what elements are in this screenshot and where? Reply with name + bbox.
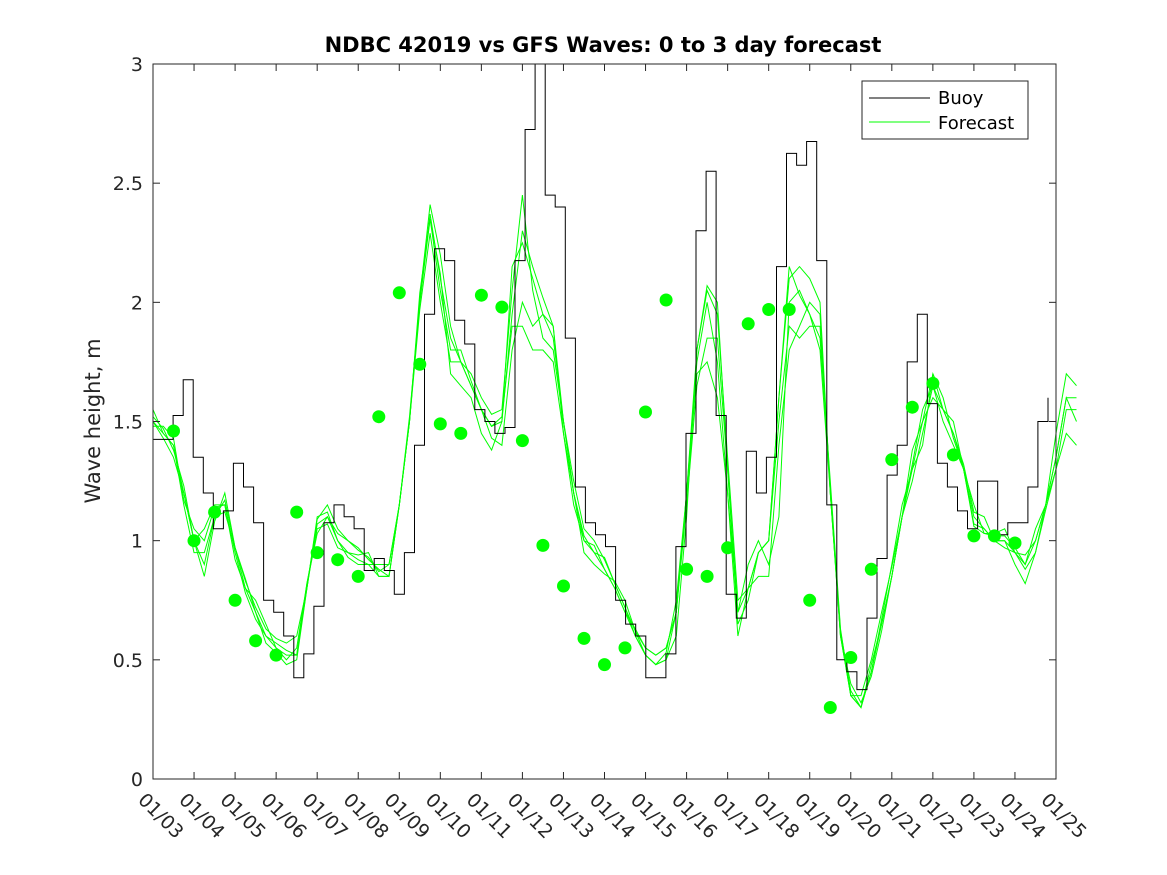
legend: Buoy Forecast	[861, 80, 1029, 140]
forecast-point	[680, 562, 694, 576]
forecast-point	[331, 553, 345, 567]
forecast-point	[495, 300, 509, 314]
forecast-point	[885, 453, 899, 467]
forecast-point	[167, 424, 180, 438]
forecast-point	[557, 579, 570, 593]
y-tick-label: 2.5	[113, 173, 143, 195]
forecast-point	[269, 648, 283, 662]
legend-forecast-label: Forecast	[938, 113, 1014, 134]
forecast-point	[987, 529, 1001, 543]
forecast-point	[208, 505, 222, 519]
forecast-point	[844, 651, 858, 664]
forecast-point	[659, 293, 673, 307]
y-tick-label: 1.5	[113, 412, 143, 434]
forecast-line	[152, 218, 1077, 709]
forecast-point	[905, 400, 919, 414]
forecast-point	[700, 569, 714, 583]
forecast-point	[454, 426, 468, 440]
forecast-point	[249, 634, 263, 648]
forecast-point	[618, 641, 632, 655]
y-tick-label: 0.5	[113, 650, 143, 672]
forecast-point	[372, 410, 386, 424]
forecast-point	[741, 317, 755, 331]
legend-box	[861, 80, 1029, 140]
forecast-point	[577, 631, 591, 645]
y-tick-label: 2	[131, 292, 143, 314]
y-tick-label: 0	[131, 769, 143, 791]
y-axis-label: Wave height, m	[81, 338, 105, 503]
forecast-point	[946, 448, 960, 462]
buoy-line	[153, 63, 1049, 691]
forecast-point	[351, 569, 365, 583]
forecast-point	[823, 701, 837, 714]
plot-series-group	[152, 63, 1077, 714]
forecast-point	[1008, 536, 1022, 550]
forecast-point	[864, 562, 878, 576]
forecast-line	[152, 218, 1077, 709]
forecast-point	[433, 417, 447, 431]
forecast-point	[762, 303, 776, 316]
forecast-point	[721, 541, 735, 555]
forecast-point	[598, 658, 611, 672]
forecast-point	[310, 546, 324, 560]
forecast-point	[536, 538, 550, 552]
y-tick-label: 3	[131, 54, 143, 76]
forecast-point	[967, 529, 981, 543]
legend-buoy-label: Buoy	[938, 88, 984, 109]
y-tick-label: 1	[131, 531, 143, 553]
forecast-point	[187, 534, 201, 548]
forecast-point	[290, 505, 304, 519]
forecast-point	[392, 286, 406, 300]
forecast-point	[515, 434, 529, 448]
plot-frame	[152, 63, 1057, 780]
forecast-point	[926, 376, 940, 390]
forecast-point	[228, 593, 242, 607]
forecast-point	[639, 405, 652, 419]
chart-title: NDBC 42019 vs GFS Waves: 0 to 3 day fore…	[325, 33, 882, 57]
forecast-point	[413, 357, 427, 371]
forecast-point	[782, 303, 796, 316]
forecast-point	[803, 593, 817, 607]
forecast-point	[474, 288, 488, 302]
